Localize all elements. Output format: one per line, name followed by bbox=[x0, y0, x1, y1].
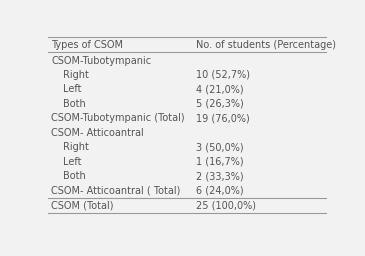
Text: 10 (52,7%): 10 (52,7%) bbox=[196, 70, 250, 80]
Text: CSOM-Tubotympanic (Total): CSOM-Tubotympanic (Total) bbox=[51, 113, 185, 123]
Text: CSOM-Tubotympanic: CSOM-Tubotympanic bbox=[51, 56, 151, 66]
Text: 5 (26,3%): 5 (26,3%) bbox=[196, 99, 243, 109]
Text: Left: Left bbox=[63, 84, 81, 94]
Text: 3 (50,0%): 3 (50,0%) bbox=[196, 142, 243, 152]
Text: 6 (24,0%): 6 (24,0%) bbox=[196, 186, 243, 196]
Text: 1 (16,7%): 1 (16,7%) bbox=[196, 157, 243, 167]
Text: Left: Left bbox=[63, 157, 81, 167]
Text: 2 (33,3%): 2 (33,3%) bbox=[196, 171, 243, 181]
Text: Right: Right bbox=[63, 142, 88, 152]
Text: Types of CSOM: Types of CSOM bbox=[51, 40, 123, 50]
Text: 4 (21,0%): 4 (21,0%) bbox=[196, 84, 243, 94]
Text: Right: Right bbox=[63, 70, 88, 80]
Text: 19 (76,0%): 19 (76,0%) bbox=[196, 113, 249, 123]
Text: CSOM- Atticoantral: CSOM- Atticoantral bbox=[51, 128, 144, 138]
Text: Both: Both bbox=[63, 99, 85, 109]
Text: No. of students (Percentage): No. of students (Percentage) bbox=[196, 40, 335, 50]
Text: CSOM (Total): CSOM (Total) bbox=[51, 200, 114, 210]
Text: CSOM- Atticoantral ( Total): CSOM- Atticoantral ( Total) bbox=[51, 186, 181, 196]
Text: 25 (100,0%): 25 (100,0%) bbox=[196, 200, 256, 210]
Text: Both: Both bbox=[63, 171, 85, 181]
